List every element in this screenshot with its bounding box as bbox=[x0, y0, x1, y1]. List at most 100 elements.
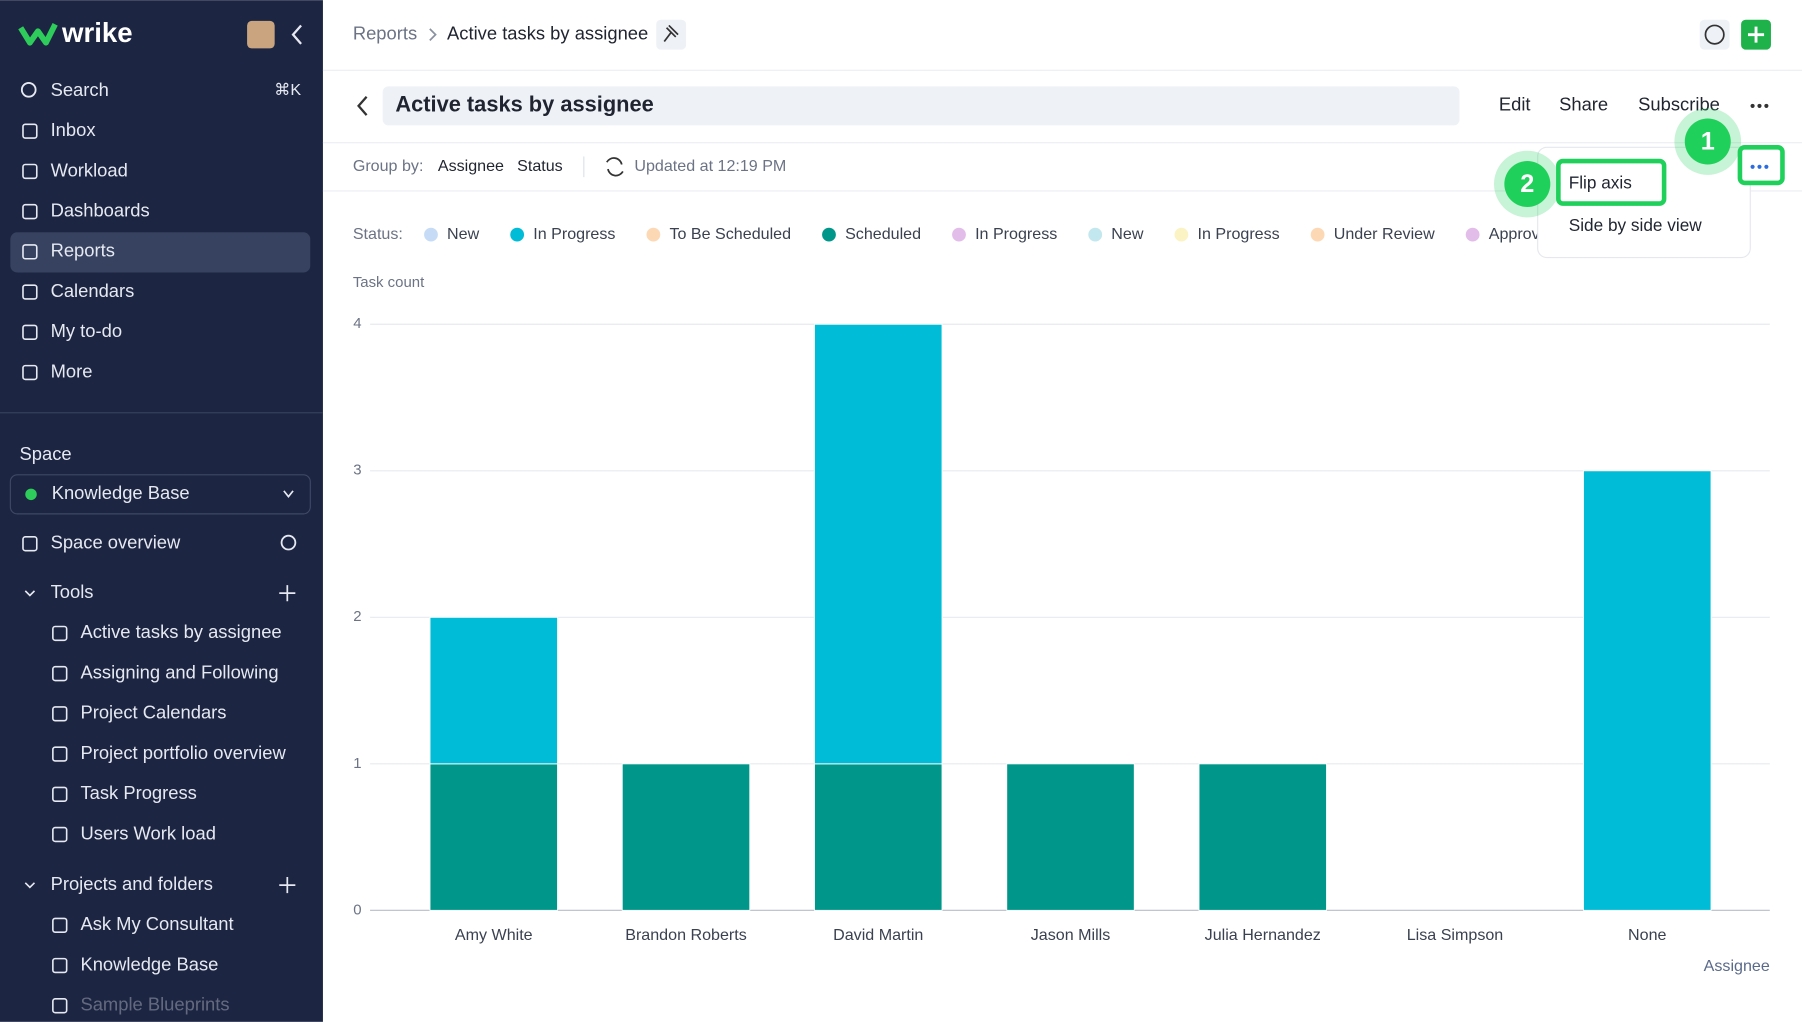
nav-icon bbox=[52, 826, 68, 843]
add-icon[interactable] bbox=[279, 877, 296, 894]
settings-icon[interactable] bbox=[280, 534, 297, 551]
bar-segment[interactable] bbox=[429, 763, 559, 911]
menu-item[interactable]: Side by side view bbox=[1569, 215, 1703, 235]
search-button[interactable]: Search bbox=[51, 79, 109, 100]
legend-swatch bbox=[822, 227, 836, 242]
nav-item[interactable]: More bbox=[51, 360, 93, 381]
logo[interactable]: wrike bbox=[61, 17, 133, 48]
bar-segment[interactable] bbox=[621, 763, 751, 911]
share-button[interactable]: Share bbox=[1559, 94, 1608, 115]
legend-label[interactable]: To Be Scheduled bbox=[669, 225, 791, 243]
add-icon[interactable] bbox=[279, 585, 296, 602]
bar-segment[interactable] bbox=[1198, 763, 1328, 911]
tool-item[interactable]: Users Work load bbox=[80, 822, 215, 843]
bar-segment[interactable] bbox=[814, 323, 943, 765]
expand-chevron[interactable] bbox=[24, 590, 36, 597]
menu-item[interactable]: Flip axis bbox=[1569, 173, 1632, 193]
y-tick-label: 4 bbox=[353, 315, 361, 332]
legend-swatch bbox=[952, 227, 966, 242]
tool-item[interactable]: Active tasks by assignee bbox=[80, 621, 281, 642]
tool-item[interactable]: Task Progress bbox=[80, 782, 196, 803]
legend-label[interactable]: Scheduled bbox=[845, 225, 921, 243]
subscribe-button[interactable]: Subscribe bbox=[1638, 94, 1720, 115]
bar-segment[interactable] bbox=[1583, 470, 1712, 911]
bar-segment[interactable] bbox=[814, 763, 943, 911]
collapse-button[interactable] bbox=[291, 24, 302, 45]
edit-button[interactable]: Edit bbox=[1499, 94, 1531, 115]
x-tick-label: Amy White bbox=[455, 926, 533, 944]
tool-item[interactable]: Project portfolio overview bbox=[80, 742, 286, 763]
space-icon bbox=[25, 488, 37, 501]
help-button[interactable] bbox=[1699, 19, 1730, 50]
x-tick-label: None bbox=[1628, 926, 1666, 944]
project-item[interactable]: Knowledge Base bbox=[80, 953, 218, 974]
nav-icon bbox=[22, 324, 38, 340]
expand-chevron[interactable] bbox=[24, 882, 36, 889]
pin-button[interactable] bbox=[656, 19, 687, 50]
nav-icon bbox=[52, 998, 68, 1014]
y-tick-label: 0 bbox=[353, 901, 361, 918]
nav-icon bbox=[22, 244, 38, 260]
project-item[interactable]: Sample Blueprints bbox=[80, 994, 229, 1015]
shortcut: ⌘K bbox=[274, 81, 301, 99]
refresh-icon[interactable] bbox=[606, 157, 624, 177]
x-tick-label: David Martin bbox=[833, 926, 923, 944]
legend-label[interactable]: In Progress bbox=[533, 225, 615, 243]
legend-label[interactable]: New bbox=[447, 225, 480, 243]
y-tick-label: 2 bbox=[353, 608, 361, 625]
group-by-option[interactable]: Assignee bbox=[438, 157, 504, 175]
nav-icon bbox=[52, 706, 68, 722]
chart-options-button[interactable] bbox=[1737, 144, 1785, 186]
x-tick-label: Julia Hernandez bbox=[1205, 926, 1321, 944]
legend-label[interactable]: Under Review bbox=[1334, 225, 1435, 243]
group-by-option[interactable]: Status bbox=[517, 157, 563, 175]
report-title: Active tasks by assignee bbox=[395, 92, 653, 117]
tool-item[interactable]: Assigning and Following bbox=[80, 661, 278, 682]
space-selector[interactable] bbox=[9, 474, 311, 515]
legend-swatch bbox=[1465, 227, 1480, 242]
section-title: Projects and folders bbox=[51, 873, 213, 894]
nav-icon bbox=[52, 665, 68, 682]
nav-icon bbox=[52, 625, 68, 642]
title-field[interactable] bbox=[382, 86, 1460, 126]
step-marker bbox=[1504, 161, 1551, 208]
legend-swatch bbox=[510, 227, 525, 242]
more-button[interactable] bbox=[1750, 103, 1769, 108]
back-button[interactable] bbox=[357, 95, 368, 116]
breadcrumb-current: Active tasks by assignee bbox=[447, 23, 648, 44]
legend-label[interactable]: New bbox=[1111, 225, 1144, 243]
legend-label[interactable]: In Progress bbox=[975, 225, 1057, 243]
sidebar-content: Search ⌘K Inbox Workload Dashboards Reports Ca… bbox=[0, 79, 323, 1015]
x-tick-label: Lisa Simpson bbox=[1407, 926, 1504, 944]
bar-segment[interactable] bbox=[1006, 763, 1135, 911]
x-axis-label: Assignee bbox=[1704, 957, 1770, 975]
space-overview[interactable]: Space overview bbox=[51, 532, 181, 553]
nav-icon bbox=[22, 163, 38, 180]
nav-item[interactable]: Calendars bbox=[51, 280, 135, 301]
nav-item[interactable]: Dashboards bbox=[51, 199, 150, 220]
breadcrumb-link[interactable]: Reports bbox=[353, 23, 417, 44]
space-name: Knowledge Base bbox=[52, 482, 190, 503]
help-icon bbox=[1704, 24, 1725, 45]
nav-item[interactable]: Inbox bbox=[51, 119, 96, 140]
avatar[interactable] bbox=[247, 20, 275, 49]
step-marker bbox=[1684, 118, 1731, 165]
chart: New In Progress To Be Scheduled Scheduled In… bbox=[353, 225, 1770, 944]
nav-item[interactable]: Workload bbox=[51, 159, 128, 180]
bar-segment[interactable] bbox=[429, 616, 559, 765]
legend-label[interactable]: In Progress bbox=[1197, 225, 1279, 243]
nav-icon bbox=[22, 364, 38, 381]
nav-item[interactable]: My to-do bbox=[51, 320, 122, 341]
nav-item[interactable]: Reports bbox=[51, 240, 115, 261]
highlight-box bbox=[1556, 158, 1667, 206]
section-label: Space bbox=[20, 443, 72, 464]
tool-item[interactable]: Project Calendars bbox=[80, 702, 226, 723]
y-tick-label: 1 bbox=[353, 755, 361, 772]
project-item[interactable]: Ask My Consultant bbox=[80, 913, 233, 934]
nav-icon bbox=[52, 917, 68, 933]
x-tick-label: Brandon Roberts bbox=[625, 926, 747, 944]
nav-icon bbox=[22, 203, 38, 220]
group-by-label: Group by: bbox=[353, 157, 424, 175]
dropdown-chevron bbox=[283, 490, 294, 499]
nav-icon bbox=[22, 284, 38, 300]
